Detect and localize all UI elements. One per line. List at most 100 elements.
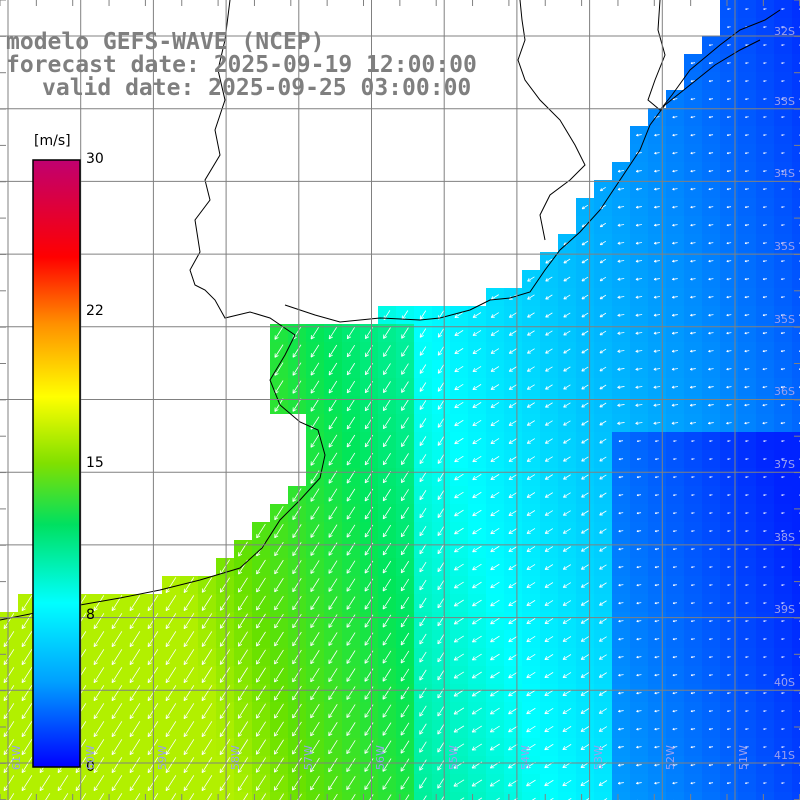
wind-arrow-head xyxy=(490,422,494,426)
wind-arrow xyxy=(419,633,427,645)
wind-arrow-head xyxy=(563,368,566,372)
wind-arrow-head xyxy=(745,764,747,766)
wind-arrow-head xyxy=(744,188,747,190)
wind-arrow xyxy=(490,617,500,625)
wind-arrow-head xyxy=(310,679,315,683)
wind-cell xyxy=(792,216,800,234)
wind-arrow xyxy=(562,744,572,750)
wind-arrow-head xyxy=(726,205,729,208)
wind-arrow-head xyxy=(599,332,602,336)
wind-arrow xyxy=(419,543,427,555)
wind-arrow-head xyxy=(581,224,584,228)
wind-arrow-head xyxy=(328,426,333,430)
wind-arrow xyxy=(635,242,643,244)
wind-arrow xyxy=(256,649,266,665)
wind-arrow xyxy=(39,775,51,791)
wind-cell xyxy=(180,792,198,800)
wind-arrow-head xyxy=(472,421,476,426)
wind-arrow-head xyxy=(762,278,765,280)
wind-arrow xyxy=(310,757,320,773)
wind-arrow-head xyxy=(437,641,442,645)
wind-arrow xyxy=(310,452,320,466)
wind-arrow xyxy=(21,739,33,755)
wind-arrow xyxy=(599,456,607,462)
wind-arrow-head xyxy=(654,781,657,784)
wind-arrow-head xyxy=(400,750,405,754)
wind-arrow-head xyxy=(201,788,206,792)
wind-arrow-head xyxy=(364,787,369,790)
wind-arrow xyxy=(599,474,607,480)
wind-arrow xyxy=(672,350,678,352)
wind-arrow-head xyxy=(708,421,711,424)
wind-arrow-head xyxy=(453,692,457,697)
wind-arrow-head xyxy=(708,187,711,190)
wind-arrow-head xyxy=(581,476,584,480)
wind-arrow-head xyxy=(763,152,765,154)
wind-arrow xyxy=(328,775,338,791)
wind-arrow xyxy=(93,649,105,665)
wind-arrow xyxy=(201,685,213,701)
wind-arrow-head xyxy=(364,661,369,664)
wind-arrow xyxy=(618,656,624,658)
wind-arrow-head xyxy=(3,698,8,702)
wind-arrow-head xyxy=(544,476,548,480)
wind-arrow xyxy=(328,434,338,448)
wind-arrow xyxy=(3,739,15,755)
wind-arrow-head xyxy=(111,644,116,648)
wind-arrow-head xyxy=(472,602,475,607)
wind-arrow-head xyxy=(508,602,512,606)
wind-arrow-head xyxy=(364,733,369,736)
wind-arrow xyxy=(328,506,338,520)
wind-arrow-head xyxy=(274,697,279,701)
wind-arrow-head xyxy=(781,746,783,748)
wind-arrow-head xyxy=(654,709,657,712)
wind-arrow xyxy=(599,402,607,408)
wind-arrow-head xyxy=(201,770,206,774)
lat-label: 35S xyxy=(774,313,795,326)
wind-arrow-head xyxy=(599,494,602,498)
wind-arrow-head xyxy=(763,746,765,748)
wind-arrow-head xyxy=(654,115,657,118)
wind-arrow-head xyxy=(599,548,602,552)
wind-arrow xyxy=(636,188,642,190)
wind-arrow xyxy=(219,595,231,611)
wind-arrow-head xyxy=(580,746,584,750)
wind-arrow xyxy=(545,384,553,390)
wind-arrow-head xyxy=(526,782,529,787)
wind-arrow-head xyxy=(618,601,621,604)
wind-arrow-head xyxy=(671,385,675,388)
wind-arrow-head xyxy=(292,715,297,719)
wind-arrow xyxy=(708,350,714,352)
wind-arrow xyxy=(472,348,482,354)
wind-arrow-head xyxy=(781,152,783,154)
wind-arrow-head xyxy=(726,152,729,154)
wind-arrow-head xyxy=(599,530,602,534)
wind-arrow xyxy=(508,456,518,462)
wind-arrow-head xyxy=(508,476,512,480)
wind-arrow xyxy=(183,631,195,647)
wind-arrow xyxy=(544,779,554,787)
wind-arrow-head xyxy=(745,44,747,46)
wind-arrow-head xyxy=(346,607,351,610)
wind-arrow-head xyxy=(274,517,279,521)
wind-arrow-head xyxy=(598,782,602,786)
wind-arrow xyxy=(599,438,607,444)
wind-arrow-head xyxy=(635,241,639,244)
wind-arrow-head xyxy=(726,241,729,244)
wind-arrow xyxy=(599,600,607,606)
wind-cell xyxy=(792,630,800,648)
wind-arrow-head xyxy=(709,440,711,442)
wind-arrow xyxy=(599,348,607,354)
wind-arrow-head xyxy=(438,407,442,410)
wind-arrow-head xyxy=(745,566,747,568)
wind-arrow xyxy=(419,418,427,428)
wind-arrow-head xyxy=(75,788,80,792)
wind-arrow-head xyxy=(727,584,729,586)
wind-arrow-head xyxy=(21,662,26,666)
wind-arrow-head xyxy=(544,512,548,516)
wind-arrow xyxy=(544,510,554,516)
wind-arrow-head xyxy=(438,353,442,356)
wind-cell xyxy=(792,702,800,720)
wind-arrow xyxy=(3,631,15,647)
lon-label: 52W xyxy=(664,745,677,770)
